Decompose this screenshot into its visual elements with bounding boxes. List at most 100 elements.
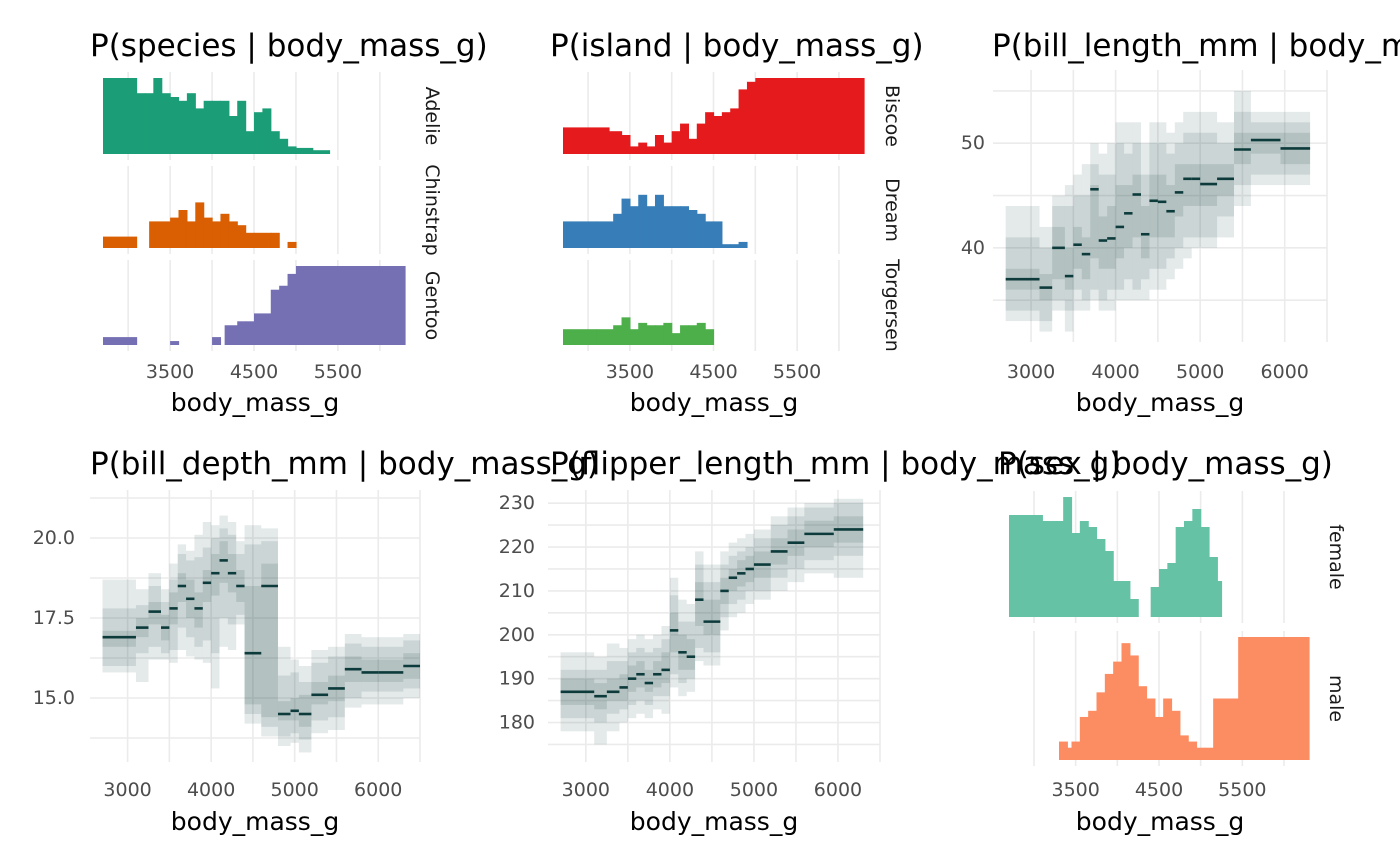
interval-band-95 (1098, 153, 1108, 311)
interval-band-50 (1140, 206, 1150, 259)
interval-band-95 (1052, 195, 1065, 311)
histogram-bar-12 (705, 112, 715, 154)
histogram-bar-6 (178, 100, 188, 154)
histogram-bar-9 (680, 123, 690, 154)
histogram-bar-0 (103, 78, 138, 154)
histogram-bar-14 (721, 112, 731, 154)
interval-band-80 (311, 662, 329, 721)
histogram-bar-6 (654, 135, 664, 154)
histogram-bar-11 (245, 232, 255, 248)
facet-panel-torgersen (563, 260, 840, 351)
histogram-bar-9 (671, 333, 681, 345)
histogram-bar-7 (1096, 539, 1106, 617)
interval-band-80 (148, 586, 162, 647)
facet-strip-label: Biscoe (881, 85, 903, 147)
interval-band-80 (344, 643, 362, 698)
histogram-bar-8 (671, 131, 681, 154)
interval-band-50 (102, 630, 136, 647)
interval-band-80 (227, 534, 237, 625)
interval-bin-1 (135, 589, 149, 682)
interval-bin-21 (1233, 90, 1251, 206)
histogram-bar-3 (1079, 716, 1089, 760)
interval-band-50 (606, 678, 620, 701)
interval-band-80 (1174, 143, 1184, 248)
interval-band-50 (1132, 174, 1141, 238)
chart-title-flipper-length: P(flipper_length_mm | body_mass_g) (550, 446, 1121, 482)
interval-band-50 (1098, 216, 1108, 269)
interval-band-95 (298, 666, 312, 753)
interval-band-80 (1064, 206, 1074, 311)
interval-bin-1 (1039, 226, 1053, 332)
histogram-bar-20 (1221, 698, 1239, 760)
histogram-bar-13 (1163, 698, 1173, 760)
interval-band-80 (219, 528, 228, 618)
interval-band-95 (344, 634, 362, 708)
interval-band-80 (653, 647, 662, 697)
interval-band-95 (1132, 122, 1141, 301)
histogram-bar-1 (596, 221, 614, 248)
histogram-bar-15 (254, 112, 263, 154)
interval-band-95 (1005, 206, 1040, 322)
histogram-bar-10 (680, 206, 690, 248)
interval-band-80 (619, 661, 628, 710)
histogram-bar-7 (270, 289, 280, 345)
histogram-bar-3 (621, 317, 631, 345)
interval-band-95 (135, 589, 149, 682)
histogram-bar-0 (103, 337, 138, 345)
interval-band-80 (1132, 143, 1141, 290)
interval-bin-0 (102, 579, 136, 673)
histogram-bar-5 (1079, 521, 1089, 617)
histogram-bar-10 (1121, 581, 1131, 617)
histogram-bar-3 (621, 198, 631, 248)
interval-bin-12 (1140, 143, 1150, 301)
x-axis-label-bill-length: body_mass_g (1076, 388, 1244, 417)
chart-title-bill-length: P(bill_length_mm | body_mass_g) (992, 28, 1400, 64)
interval-bin-16 (1174, 122, 1184, 269)
x-axis-label-species: body_mass_g (171, 388, 339, 417)
interval-band-95 (378, 637, 404, 705)
chart-title-bill-depth: P(bill_depth_mm | body_mass_g) (90, 446, 599, 482)
histogram-bar-10 (1138, 686, 1148, 760)
interval-band-80 (194, 557, 203, 647)
histogram-bar-2 (621, 135, 631, 154)
histogram-bar-18 (1192, 509, 1202, 617)
interval-band-80 (669, 595, 679, 675)
histogram-bar-0 (563, 329, 598, 345)
interval-band-95 (686, 604, 696, 692)
interval-band-95 (653, 634, 662, 710)
histogram-bar-8 (1121, 643, 1131, 760)
x-tick-label: 4000 (1091, 361, 1139, 383)
interval-bin-10 (219, 515, 228, 647)
x-axis-label-flipper-length: body_mass_g (630, 807, 798, 836)
interval-band-80 (177, 554, 187, 628)
interval-bin-21 (804, 503, 834, 574)
histogram-bar-19 (1200, 527, 1210, 617)
interval-band-95 (1064, 185, 1074, 332)
interval-band-80 (1183, 132, 1192, 238)
interval-band-50 (1149, 174, 1158, 238)
interval-band-50 (244, 586, 262, 705)
interval-band-80 (1124, 153, 1133, 280)
histogram-bar-14 (1159, 569, 1168, 617)
histogram-bar-21 (312, 150, 331, 154)
interval-bin-13 (244, 525, 262, 724)
interval-bin-22 (1250, 111, 1281, 186)
interval-band-80 (1140, 174, 1150, 280)
interval-band-50 (644, 669, 654, 692)
interval-bin-14 (1157, 122, 1167, 290)
x-tick-label: 3000 (562, 779, 610, 801)
interval-band-95 (1039, 226, 1053, 332)
histogram-bar-8 (220, 213, 230, 248)
interval-band-80 (328, 656, 345, 718)
x-tick-label: 6000 (354, 779, 402, 801)
facet-strip-label: Dream (881, 178, 903, 242)
interval-band-50 (1174, 164, 1184, 217)
histogram-bar-11 (220, 100, 230, 154)
histogram-bar-6 (646, 206, 656, 248)
chart-title-island: P(island | body_mass_g) (550, 28, 924, 64)
interval-band-80 (1107, 174, 1116, 290)
histogram-bar-20 (1209, 557, 1218, 617)
interval-bin-12 (695, 551, 704, 662)
histogram-bar-9 (287, 273, 297, 345)
